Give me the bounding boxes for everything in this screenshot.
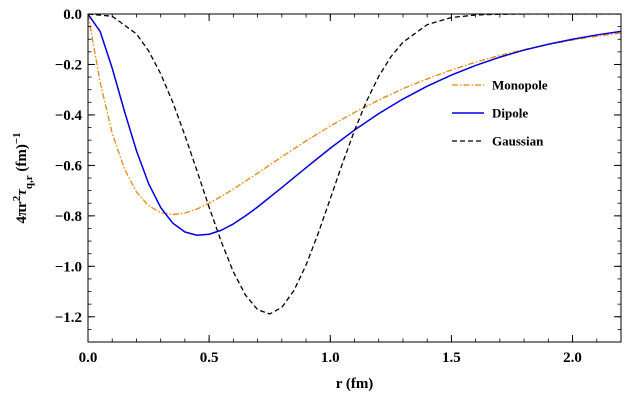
y-axis-title-units: (fm) xyxy=(14,144,30,175)
x-tick-label: 0.0 xyxy=(79,350,98,366)
x-tick-label: 2.0 xyxy=(563,350,582,366)
legend-label-monopole: Monopole xyxy=(492,78,548,93)
series-line-dipole xyxy=(88,14,621,237)
y-axis-title: 4πr2τq,r (fm)−1 xyxy=(11,132,35,223)
x-tick-label: 0.5 xyxy=(200,350,219,366)
y-axis-title-sup: 2 xyxy=(11,195,23,201)
plot-lines xyxy=(88,14,621,315)
y-tick-label: 0.0 xyxy=(63,7,82,23)
series-line-monopole xyxy=(88,14,621,216)
y-tick-labels: 0.0 −0.2 −0.4 −0.6 −0.8 −1.0 −1.2 xyxy=(55,7,83,326)
x-tick-label: 1.5 xyxy=(442,350,461,366)
y-tick-label: −0.8 xyxy=(55,209,82,225)
x-tick-labels: 0.0 0.5 1.0 1.5 2.0 xyxy=(79,350,582,366)
legend-label-gaussian: Gaussian xyxy=(492,134,544,149)
y-tick-label: −0.2 xyxy=(55,57,82,73)
y-tick-label: −1.2 xyxy=(55,310,82,326)
y-tick-label: −0.6 xyxy=(55,158,83,174)
y-axis-title-units-sup: −1 xyxy=(11,132,23,144)
y-axis-title-sub: q,r xyxy=(23,175,35,189)
plot-frame xyxy=(87,13,622,343)
series-line-gaussian xyxy=(88,14,621,315)
x-tick-label: 1.0 xyxy=(321,350,340,366)
y-tick-label: −1.0 xyxy=(55,259,82,275)
legend-label-dipole: Dipole xyxy=(492,106,528,121)
y-axis-title-prefix: 4πr xyxy=(14,201,30,224)
y-axis-title-symbol: τ xyxy=(14,188,30,196)
x-axis-title: r (fm) xyxy=(336,376,374,392)
axis-ticks xyxy=(87,13,622,343)
y-tick-label: −0.4 xyxy=(55,108,83,124)
legend: Monopole Dipole Gaussian xyxy=(452,78,548,149)
